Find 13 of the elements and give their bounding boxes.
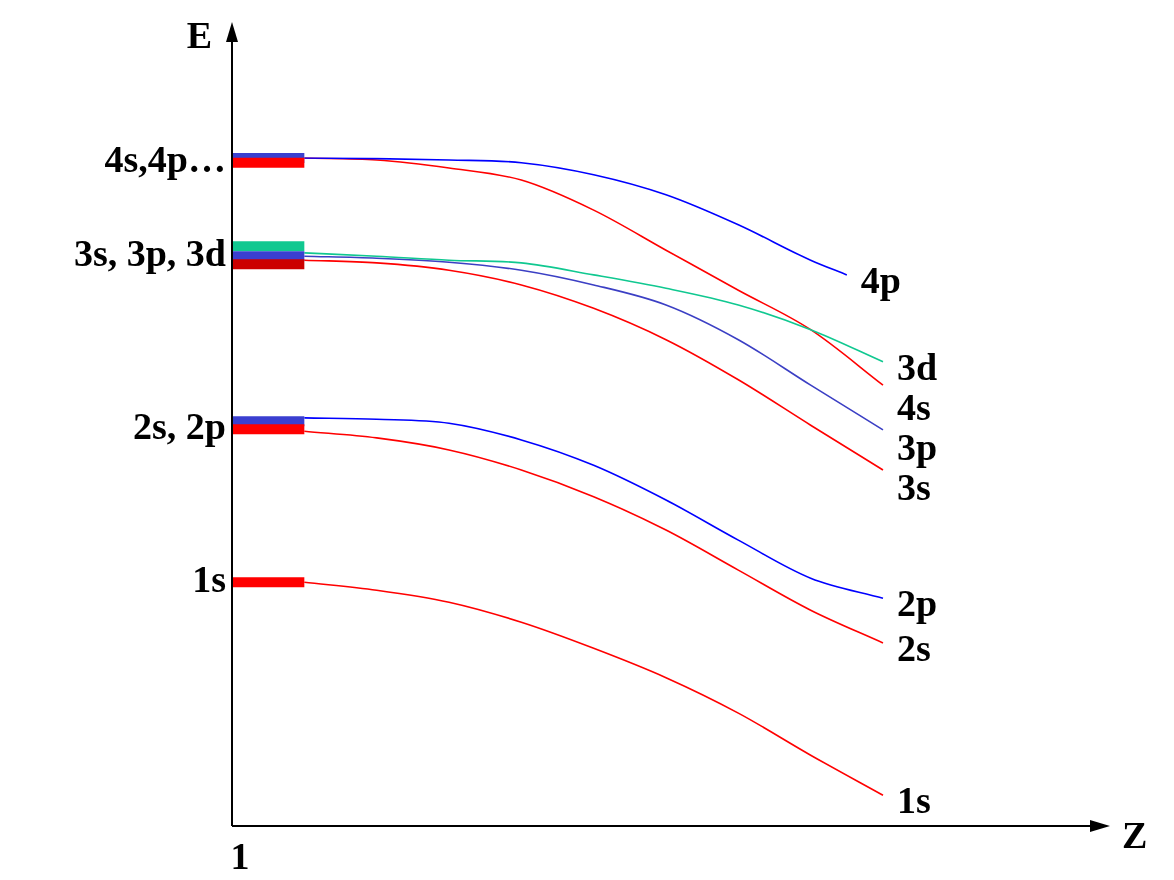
series-label: 2p xyxy=(897,582,938,625)
series-label: 4s,4p… xyxy=(104,138,226,181)
series-label: 4s xyxy=(897,385,931,428)
series-label: 1s xyxy=(192,557,226,600)
series-label: 1s xyxy=(897,779,931,822)
series-label: 4p xyxy=(860,258,901,301)
text: 1 xyxy=(230,834,250,877)
x-axis-title: Z xyxy=(1122,813,1148,856)
series-label: 2s, 2p xyxy=(133,405,226,448)
y-axis-title: E xyxy=(186,13,212,56)
series-label: 3d xyxy=(897,345,938,388)
series-label: 3s, 3p, 3d xyxy=(73,232,226,275)
series-label: 2s xyxy=(897,626,931,669)
